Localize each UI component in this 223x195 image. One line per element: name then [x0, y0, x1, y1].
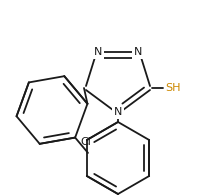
Text: SH: SH	[165, 83, 180, 93]
Text: Cl: Cl	[81, 137, 91, 147]
Text: N: N	[114, 107, 122, 117]
Text: N: N	[134, 47, 142, 57]
Text: N: N	[94, 47, 102, 57]
